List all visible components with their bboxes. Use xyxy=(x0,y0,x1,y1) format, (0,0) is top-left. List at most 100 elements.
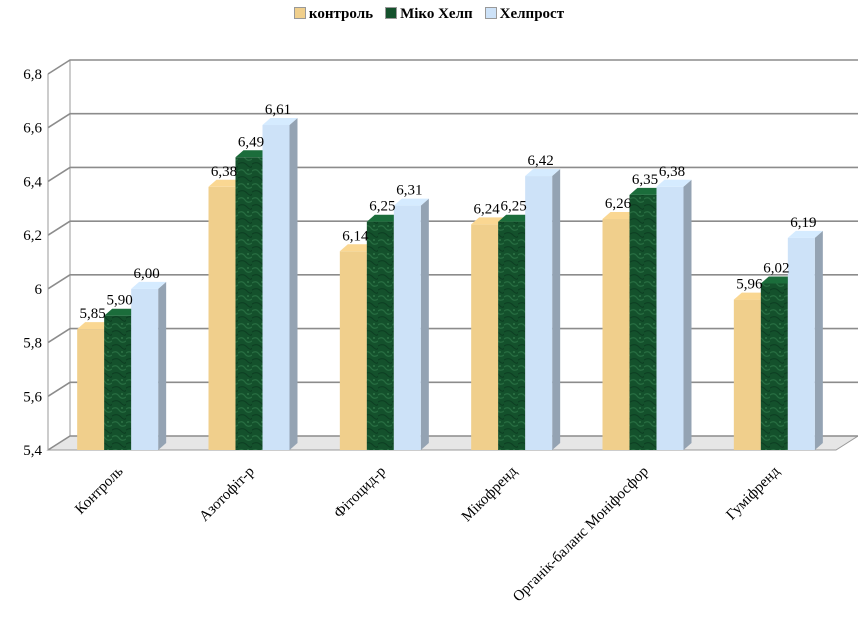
bar-front xyxy=(629,194,657,450)
legend-label: Хелпрост xyxy=(499,6,565,22)
data-label: 5,85 xyxy=(80,306,106,322)
bar-top xyxy=(77,322,113,330)
legend-item: Міко Хелп xyxy=(385,6,473,23)
data-label: 6,38 xyxy=(659,164,685,180)
bar xyxy=(525,169,561,451)
data-label: 6,31 xyxy=(396,183,422,199)
x-tick-label: Органік-баланс Моніфосфор xyxy=(510,464,652,606)
bar xyxy=(787,230,823,450)
bar-front xyxy=(262,125,290,451)
y-tick-label: 6,4 xyxy=(23,174,42,190)
x-tick-label: Фітоцид-р xyxy=(331,464,389,522)
bar-side xyxy=(420,198,429,450)
bar xyxy=(262,118,298,451)
data-label: 6,19 xyxy=(790,215,816,231)
bar-side xyxy=(289,118,298,451)
legend-swatch xyxy=(293,7,306,19)
bar-side xyxy=(683,179,692,451)
data-label: 6,26 xyxy=(605,196,632,212)
bar xyxy=(393,198,429,450)
bar-side xyxy=(814,230,823,450)
bar-top xyxy=(787,230,823,238)
bar-front xyxy=(787,237,815,450)
x-tick-label: Мікофренд xyxy=(459,463,521,525)
bar-top xyxy=(629,187,665,195)
data-label: 6,35 xyxy=(632,172,658,188)
bar-top xyxy=(760,276,796,284)
bar-top xyxy=(498,214,534,222)
bar-front xyxy=(104,315,132,450)
chart-legend: контроль Міко Хелп Хелпрост xyxy=(0,6,858,23)
bar-front xyxy=(525,176,553,451)
bar xyxy=(131,281,167,450)
gridline xyxy=(47,274,858,290)
bar-top xyxy=(104,308,140,316)
data-label: 6,25 xyxy=(369,199,395,215)
y-tick-label: 5,6 xyxy=(23,389,42,405)
gridline xyxy=(47,59,858,75)
bar-front xyxy=(208,186,236,451)
data-label: 6,42 xyxy=(528,153,554,169)
legend-label: Міко Хелп xyxy=(400,6,473,22)
gridline xyxy=(47,327,858,344)
bar-front xyxy=(366,221,394,450)
data-label: 6,24 xyxy=(474,201,501,217)
bar-top xyxy=(393,198,429,206)
data-label: 6,25 xyxy=(501,199,527,215)
bar-top xyxy=(525,169,561,177)
data-label: 6,00 xyxy=(134,266,160,282)
bar-top xyxy=(602,212,638,220)
x-tick-label: Контроль xyxy=(72,463,126,517)
bar-top xyxy=(262,118,298,126)
bar xyxy=(235,150,271,450)
legend-item: Хелпрост xyxy=(484,6,565,23)
y-tick-label: 6,6 xyxy=(23,121,42,137)
gridline xyxy=(47,220,858,236)
legend-label: контроль xyxy=(308,6,374,22)
bar-top xyxy=(366,214,402,222)
data-label: 6,61 xyxy=(265,102,291,118)
bar-front xyxy=(733,299,761,450)
bar-front xyxy=(131,288,159,450)
bar-top xyxy=(733,292,769,300)
bar-front xyxy=(235,157,263,450)
bar-top xyxy=(339,244,375,252)
bar-front xyxy=(77,329,105,450)
bar-front xyxy=(393,205,421,450)
bar xyxy=(656,179,692,451)
bar-front xyxy=(339,251,367,450)
bar-front xyxy=(498,221,526,450)
bar-top xyxy=(131,281,167,289)
data-label: 6,38 xyxy=(211,164,237,180)
bar-top xyxy=(235,150,271,158)
gridline xyxy=(47,166,858,183)
legend-swatch xyxy=(484,7,497,19)
bar-front xyxy=(602,219,630,450)
data-label: 6,02 xyxy=(763,260,789,276)
bar-front xyxy=(760,283,788,450)
y-tick-label: 5,4 xyxy=(23,443,42,459)
bar-top xyxy=(656,179,692,187)
legend-item: контроль xyxy=(293,6,374,23)
y-tick-label: 6,2 xyxy=(23,228,42,244)
y-tick-label: 6,8 xyxy=(23,67,42,83)
bar-side xyxy=(158,281,167,450)
x-tick-label: Азотофіт-р xyxy=(196,464,257,525)
bar-front xyxy=(656,186,684,451)
bar-front xyxy=(471,224,499,450)
bar-side xyxy=(552,169,561,451)
data-label: 5,96 xyxy=(736,277,763,293)
gridline xyxy=(47,381,858,397)
data-label: 6,14 xyxy=(342,228,369,244)
data-label: 6,49 xyxy=(238,134,264,150)
gridline xyxy=(47,435,858,451)
data-label: 5,90 xyxy=(107,293,133,309)
y-tick-label: 6 xyxy=(35,282,43,298)
bar-top xyxy=(208,179,244,187)
x-tick-label: Гуміфренд xyxy=(723,463,783,523)
legend-swatch xyxy=(385,7,398,19)
bar-top xyxy=(471,217,507,225)
y-tick-label: 5,8 xyxy=(23,336,42,352)
gridline xyxy=(47,112,858,129)
